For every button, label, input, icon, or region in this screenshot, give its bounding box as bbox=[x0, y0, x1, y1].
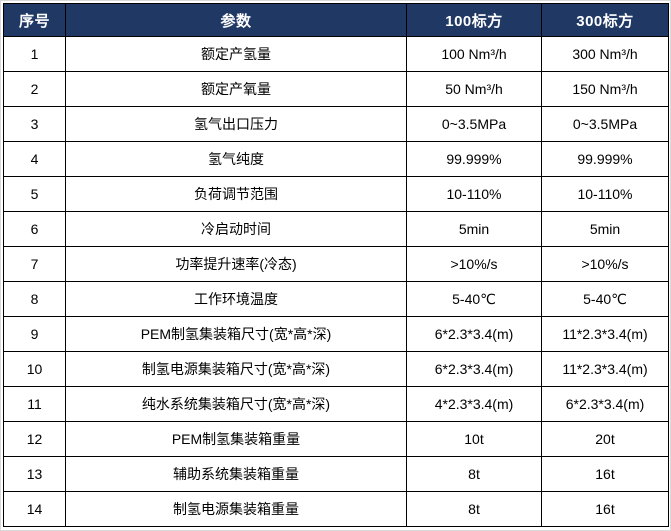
cell-value-300: 0~3.5MPa bbox=[541, 106, 669, 142]
cell-index: 8 bbox=[3, 281, 66, 317]
cell-value-300: 6*2.3*3.4(m) bbox=[541, 386, 669, 422]
column-header-300: 300标方 bbox=[541, 3, 669, 37]
cell-value-300: 16t bbox=[541, 456, 669, 492]
cell-value-300: >10%/s bbox=[541, 246, 669, 282]
cell-index: 13 bbox=[3, 456, 66, 492]
table-row: 10 制氢电源集装箱尺寸(宽*高*深) 6*2.3*3.4(m) 11*2.3*3.4… bbox=[3, 351, 669, 387]
table-row: 11 纯水系统集装箱尺寸(宽*高*深) 4*2.3*3.4(m) 6*2.3*3.4(… bbox=[3, 386, 669, 422]
cell-value-300: 99.999% bbox=[541, 141, 669, 177]
cell-parameter: 冷启动时间 bbox=[65, 211, 407, 247]
cell-parameter: PEM制氢集装箱重量 bbox=[65, 421, 407, 457]
cell-index: 6 bbox=[3, 211, 66, 247]
cell-value-300: 10-110% bbox=[541, 176, 669, 212]
cell-index: 7 bbox=[3, 246, 66, 282]
cell-value-300: 5min bbox=[541, 211, 669, 247]
spec-table-body: 1 额定产氢量 100 Nm³/h 300 Nm³/h 2 额定产氧量 50 Nm³/h 15… bbox=[3, 36, 669, 527]
cell-value-100: 99.999% bbox=[406, 141, 542, 177]
cell-value-300: 16t bbox=[541, 491, 669, 527]
cell-index: 1 bbox=[3, 36, 66, 72]
cell-value-300: 300 Nm³/h bbox=[541, 36, 669, 72]
cell-index: 5 bbox=[3, 176, 66, 212]
cell-parameter: 功率提升速率(冷态) bbox=[65, 246, 407, 282]
cell-parameter: 纯水系统集装箱尺寸(宽*高*深) bbox=[65, 386, 407, 422]
cell-value-300: 5-40℃ bbox=[541, 281, 669, 317]
cell-index: 9 bbox=[3, 316, 66, 352]
cell-parameter: 辅助系统集装箱重量 bbox=[65, 456, 407, 492]
cell-value-100: 100 Nm³/h bbox=[406, 36, 542, 72]
spec-table: 序号 参数 100标方 300标方 1 额定产氢量 100 Nm³/h 300 Nm³/h 2… bbox=[3, 3, 669, 527]
table-row: 4 氢气纯度 99.999% 99.999% bbox=[3, 141, 669, 177]
cell-index: 4 bbox=[3, 141, 66, 177]
cell-value-100: 6*2.3*3.4(m) bbox=[406, 351, 542, 387]
cell-parameter: 氢气纯度 bbox=[65, 141, 407, 177]
cell-value-100: 5min bbox=[406, 211, 542, 247]
cell-value-300: 150 Nm³/h bbox=[541, 71, 669, 107]
table-row: 14 制氢电源集装箱重量 8t 16t bbox=[3, 491, 669, 527]
cell-parameter: PEM制氢集装箱尺寸(宽*高*深) bbox=[65, 316, 407, 352]
table-row: 1 额定产氢量 100 Nm³/h 300 Nm³/h bbox=[3, 36, 669, 72]
cell-parameter: 氢气出口压力 bbox=[65, 106, 407, 142]
header-row: 序号 参数 100标方 300标方 bbox=[3, 3, 669, 37]
cell-index: 2 bbox=[3, 71, 66, 107]
table-row: 9 PEM制氢集装箱尺寸(宽*高*深) 6*2.3*3.4(m) 11*2.3*3.4… bbox=[3, 316, 669, 352]
cell-parameter: 额定产氢量 bbox=[65, 36, 407, 72]
cell-value-300: 20t bbox=[541, 421, 669, 457]
cell-value-100: 8t bbox=[406, 456, 542, 492]
table-row: 6 冷启动时间 5min 5min bbox=[3, 211, 669, 247]
cell-index: 11 bbox=[3, 386, 66, 422]
spec-table-header: 序号 参数 100标方 300标方 bbox=[3, 3, 669, 37]
cell-parameter: 负荷调节范围 bbox=[65, 176, 407, 212]
cell-value-300: 11*2.3*3.4(m) bbox=[541, 316, 669, 352]
cell-value-100: 6*2.3*3.4(m) bbox=[406, 316, 542, 352]
table-row: 5 负荷调节范围 10-110% 10-110% bbox=[3, 176, 669, 212]
cell-index: 3 bbox=[3, 106, 66, 142]
table-row: 2 额定产氧量 50 Nm³/h 150 Nm³/h bbox=[3, 71, 669, 107]
cell-value-100: 10-110% bbox=[406, 176, 542, 212]
column-header-index: 序号 bbox=[3, 3, 66, 37]
cell-value-100: 10t bbox=[406, 421, 542, 457]
cell-index: 10 bbox=[3, 351, 66, 387]
table-row: 8 工作环境温度 5-40℃ 5-40℃ bbox=[3, 281, 669, 317]
table-row: 3 氢气出口压力 0~3.5MPa 0~3.5MPa bbox=[3, 106, 669, 142]
table-row: 7 功率提升速率(冷态) >10%/s >10%/s bbox=[3, 246, 669, 282]
cell-value-100: 8t bbox=[406, 491, 542, 527]
table-row: 12 PEM制氢集装箱重量 10t 20t bbox=[3, 421, 669, 457]
cell-value-300: 11*2.3*3.4(m) bbox=[541, 351, 669, 387]
cell-parameter: 额定产氧量 bbox=[65, 71, 407, 107]
cell-parameter: 制氢电源集装箱重量 bbox=[65, 491, 407, 527]
column-header-100: 100标方 bbox=[406, 3, 542, 37]
cell-value-100: 0~3.5MPa bbox=[406, 106, 542, 142]
cell-parameter: 工作环境温度 bbox=[65, 281, 407, 317]
cell-value-100: >10%/s bbox=[406, 246, 542, 282]
cell-index: 12 bbox=[3, 421, 66, 457]
cell-value-100: 50 Nm³/h bbox=[406, 71, 542, 107]
cell-value-100: 5-40℃ bbox=[406, 281, 542, 317]
cell-index: 14 bbox=[3, 491, 66, 527]
cell-value-100: 4*2.3*3.4(m) bbox=[406, 386, 542, 422]
column-header-parameter: 参数 bbox=[65, 3, 407, 37]
table-row: 13 辅助系统集装箱重量 8t 16t bbox=[3, 456, 669, 492]
cell-parameter: 制氢电源集装箱尺寸(宽*高*深) bbox=[65, 351, 407, 387]
